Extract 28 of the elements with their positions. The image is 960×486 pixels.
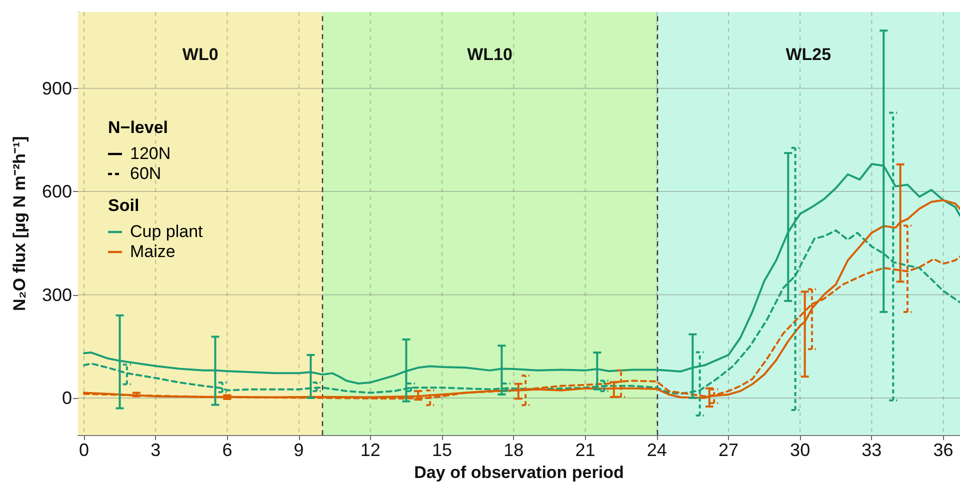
x-tick-label: 18 <box>504 440 524 460</box>
band-label: WL0 <box>182 45 218 64</box>
x-tick-label: 27 <box>718 440 738 460</box>
x-tick-label: 33 <box>862 440 882 460</box>
x-tick-label: 12 <box>360 440 380 460</box>
annotation: 120N <box>130 144 171 164</box>
y-tick-label: 900 <box>42 78 72 98</box>
x-tick-label: 9 <box>294 440 304 460</box>
x-tick-label: 0 <box>78 440 89 460</box>
x-tick-label: 6 <box>222 440 232 460</box>
x-tick-label: 15 <box>432 440 452 460</box>
y-tick-label: 0 <box>62 388 72 408</box>
x-tick-label: 21 <box>575 440 596 460</box>
x-tick-label: 24 <box>646 440 667 460</box>
x-tick-label: 36 <box>933 440 954 460</box>
x-tick-label: 30 <box>790 440 810 460</box>
y-tick-label: 300 <box>42 284 72 305</box>
annotation: Maize <box>130 242 176 262</box>
annotation: Soil <box>108 196 140 216</box>
x-axis-title: Day of observation period <box>414 463 624 482</box>
band-label: WL10 <box>467 45 512 64</box>
annotation: 60N <box>130 164 162 184</box>
annotation: Cup plant <box>130 222 203 242</box>
annotation: N−level <box>108 118 170 138</box>
x-tick-label: 3 <box>150 440 161 460</box>
band-label: WL25 <box>786 45 832 64</box>
y-tick-label: 600 <box>42 182 72 202</box>
y-axis-title: N₂O flux [µg N m⁻²h⁻¹] <box>10 136 29 311</box>
